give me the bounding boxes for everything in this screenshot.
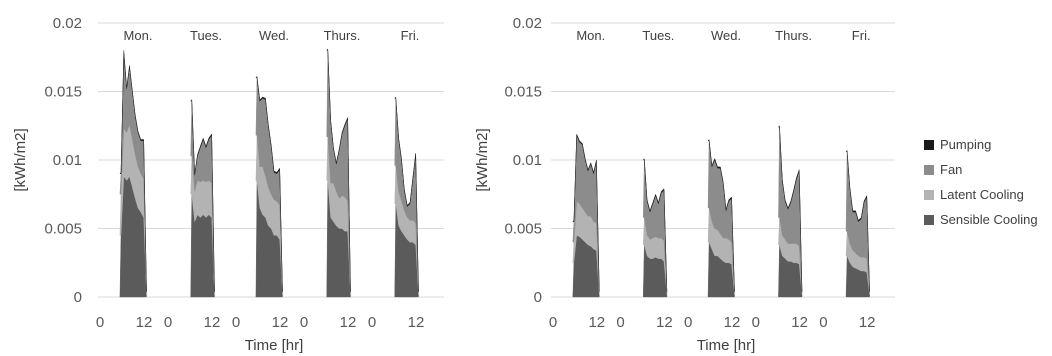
y-tick-label: 0.015 bbox=[44, 84, 82, 101]
day-label: Tues. bbox=[190, 28, 222, 43]
day-label: Fri. bbox=[852, 28, 871, 43]
area-pumping-wed bbox=[255, 75, 283, 292]
x-tick-label: 12 bbox=[656, 314, 673, 331]
x-tick-label: 12 bbox=[272, 314, 289, 331]
x-axis-label: Time [hr] bbox=[245, 337, 304, 354]
x-axis-label: Time [hr] bbox=[697, 337, 756, 354]
legend-label-pumping: Pumping bbox=[940, 137, 991, 152]
area-pumping-fri bbox=[394, 96, 419, 292]
area-pumping-tues bbox=[642, 158, 668, 292]
day-label: Wed. bbox=[259, 28, 289, 43]
x-tick-label: 12 bbox=[724, 314, 741, 331]
day-label: Thurs. bbox=[775, 28, 812, 43]
x-tick-label: 12 bbox=[588, 314, 605, 331]
x-tick-label: 0 bbox=[819, 314, 827, 331]
x-tick-label: 12 bbox=[340, 314, 357, 331]
legend-swatch-sensible-cooling bbox=[924, 215, 934, 225]
area-pumping-thurs bbox=[777, 125, 803, 292]
day-label: Fri. bbox=[401, 28, 420, 43]
area-pumping-wed bbox=[707, 139, 735, 292]
legend-label-fan: Fan bbox=[940, 162, 962, 177]
y-tick-label: 0.01 bbox=[53, 152, 82, 169]
x-tick-label: 0 bbox=[300, 314, 308, 331]
y-axis-label: [kWh/m2] bbox=[12, 128, 29, 191]
x-tick-label: 0 bbox=[96, 314, 104, 331]
x-tick-label: 0 bbox=[549, 314, 557, 331]
day-label: Tues. bbox=[642, 28, 674, 43]
day-label: Mon. bbox=[124, 28, 153, 43]
x-tick-label: 0 bbox=[164, 314, 172, 331]
y-tick-label: 0.015 bbox=[504, 84, 542, 101]
legend-label-latent-cooling: Latent Cooling bbox=[940, 187, 1024, 202]
y-tick-label: 0.02 bbox=[513, 15, 542, 32]
area-pumping-mon bbox=[572, 133, 600, 292]
x-tick-label: 12 bbox=[136, 314, 153, 331]
legend-swatch-pumping bbox=[924, 140, 934, 150]
x-tick-label: 0 bbox=[368, 314, 376, 331]
x-tick-label: 12 bbox=[791, 314, 808, 331]
day-label: Wed. bbox=[711, 28, 741, 43]
area-pumping-fri bbox=[845, 149, 870, 292]
chart-legend: Pumping Fan Latent Cooling Sensible Cooling bbox=[924, 137, 1038, 227]
x-tick-label: 0 bbox=[232, 314, 240, 331]
day-label: Thurs. bbox=[324, 28, 361, 43]
x-tick-label: 0 bbox=[616, 314, 624, 331]
x-tick-label: 0 bbox=[684, 314, 692, 331]
legend-label-sensible-cooling: Sensible Cooling bbox=[940, 212, 1038, 227]
legend-swatch-latent-cooling bbox=[924, 190, 934, 200]
y-tick-label: 0 bbox=[74, 289, 82, 306]
y-axis-label: [kWh/m2] bbox=[474, 128, 491, 191]
x-tick-label: 12 bbox=[859, 314, 876, 331]
y-tick-label: 0.005 bbox=[504, 221, 542, 238]
y-tick-label: 0.02 bbox=[53, 15, 82, 32]
y-tick-label: 0.01 bbox=[513, 152, 542, 169]
x-tick-label: 0 bbox=[752, 314, 760, 331]
area-pumping-tues bbox=[190, 99, 215, 292]
legend-swatch-fan bbox=[924, 165, 934, 175]
x-tick-label: 12 bbox=[408, 314, 425, 331]
x-tick-label: 12 bbox=[204, 314, 221, 331]
y-tick-label: 0.005 bbox=[44, 221, 82, 238]
y-tick-label: 0 bbox=[534, 289, 542, 306]
area-pumping-thurs bbox=[326, 48, 351, 292]
area-pumping-mon bbox=[119, 50, 147, 292]
day-label: Mon. bbox=[576, 28, 605, 43]
